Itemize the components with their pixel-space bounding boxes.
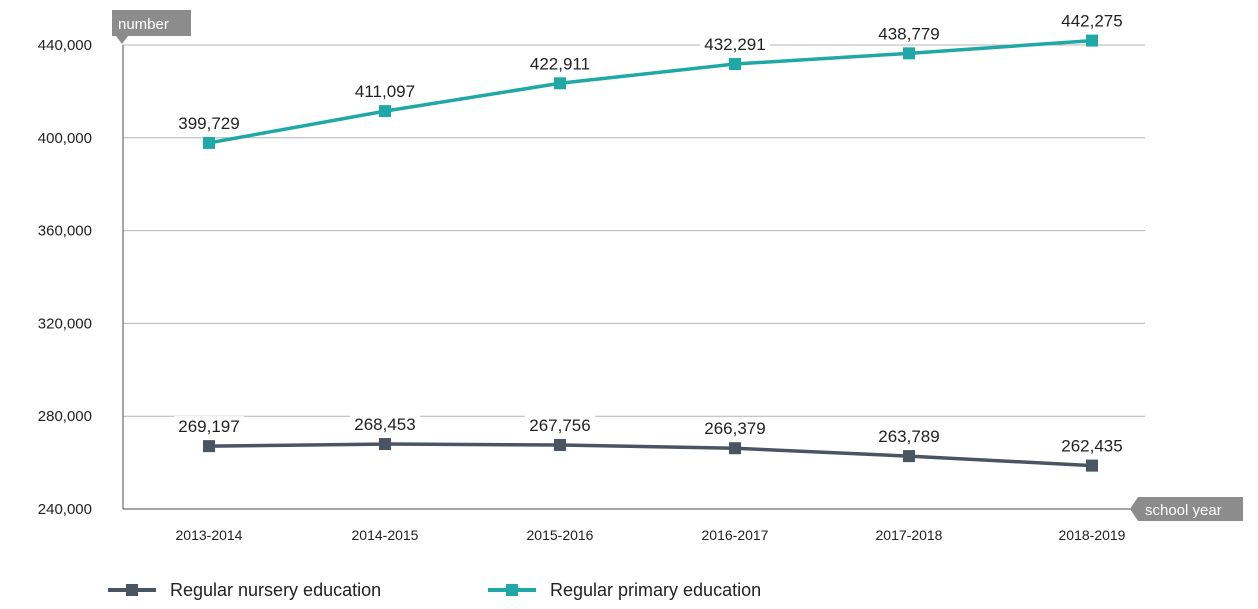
legend-primary-label: Regular primary education [550,580,761,600]
nursery-data-point [203,440,215,453]
x-tick-label: 2016-2017 [702,527,769,543]
primary-data-label: 399,729 [178,114,239,133]
x-axis-title-tag: school year [1130,497,1243,521]
y-tick-label: 400,000 [38,130,92,147]
x-tick-label: 2015-2016 [527,527,594,543]
nursery-data-label-background [873,426,945,447]
y-axis-title-tag-shape [112,10,191,44]
primary-data-label-background [349,81,421,102]
y-tick-label: 240,000 [38,501,92,518]
data-labels: 269,197 268,453 267,756 266,379 263,789 262,4… [173,10,1128,456]
nursery-data-point [903,450,915,463]
primary-series-line [208,38,1093,145]
primary-data-label: 442,275 [1061,12,1122,31]
x-tick-label: 2014-2015 [352,527,419,543]
gridlines [123,44,1145,417]
legend-item-nursery: Regular nursery education [108,580,381,600]
primary-data-label: 411,097 [355,82,415,101]
nursery-data-label: 267,756 [529,416,590,435]
x-axis-title: school year [1145,502,1222,519]
primary-data-label: 422,911 [530,54,590,73]
nursery-data-label: 266,379 [704,419,765,438]
y-axis-title-tag: number [112,10,191,44]
legend-nursery-label: Regular nursery education [170,580,381,600]
nursery-data-point [554,438,566,451]
primary-data-label-background [173,112,245,133]
primary-data-label: 438,779 [878,24,939,43]
nursery-data-label: 263,789 [878,427,939,446]
legend-primary-marker [506,584,518,596]
primary-data-label: 432,291 [704,35,765,54]
primary-data-label-background [699,34,771,55]
primary-data-point [379,105,391,118]
primary-data-label-background [1056,10,1128,31]
axes: 240,000 280,000 320,000 360,000 400,000 440,0… [38,37,1145,543]
legend: Regular nursery education Regular primar… [108,580,761,600]
nursery-data-label-background [699,418,771,439]
primary-data-point [554,77,566,90]
x-tick-label: 2017-2018 [876,527,943,543]
series [203,34,1098,472]
primary-data-label-background [524,53,596,74]
nursery-data-label-background [1056,435,1128,456]
y-tick-label: 360,000 [38,223,92,240]
nursery-data-label-background [349,414,421,435]
primary-data-point [903,47,915,60]
primary-data-point [203,136,215,149]
x-tick-label: 2018-2019 [1059,527,1126,543]
primary-data-label-background [873,23,945,44]
y-tick-label: 440,000 [38,37,92,54]
nursery-data-label-background [524,414,596,435]
legend-item-primary: Regular primary education [488,580,761,600]
legend-nursery-marker [126,584,138,596]
x-tick-label: 2013-2014 [176,527,243,543]
nursery-data-point [379,438,391,451]
nursery-data-label-background [173,416,245,437]
y-axis-title: number [118,16,169,33]
y-tick-label: 320,000 [38,315,92,332]
nursery-series-line [208,442,1093,468]
nursery-data-label: 262,435 [1061,437,1122,456]
y-tick-label: 280,000 [38,408,92,425]
primary-data-point [729,58,741,71]
nursery-data-label: 268,453 [354,415,415,434]
x-axis-title-tag-shape [1130,497,1243,521]
primary-data-point [1086,34,1098,47]
nursery-data-label: 269,197 [178,417,239,436]
nursery-data-point [729,442,741,455]
nursery-data-point [1086,459,1098,472]
